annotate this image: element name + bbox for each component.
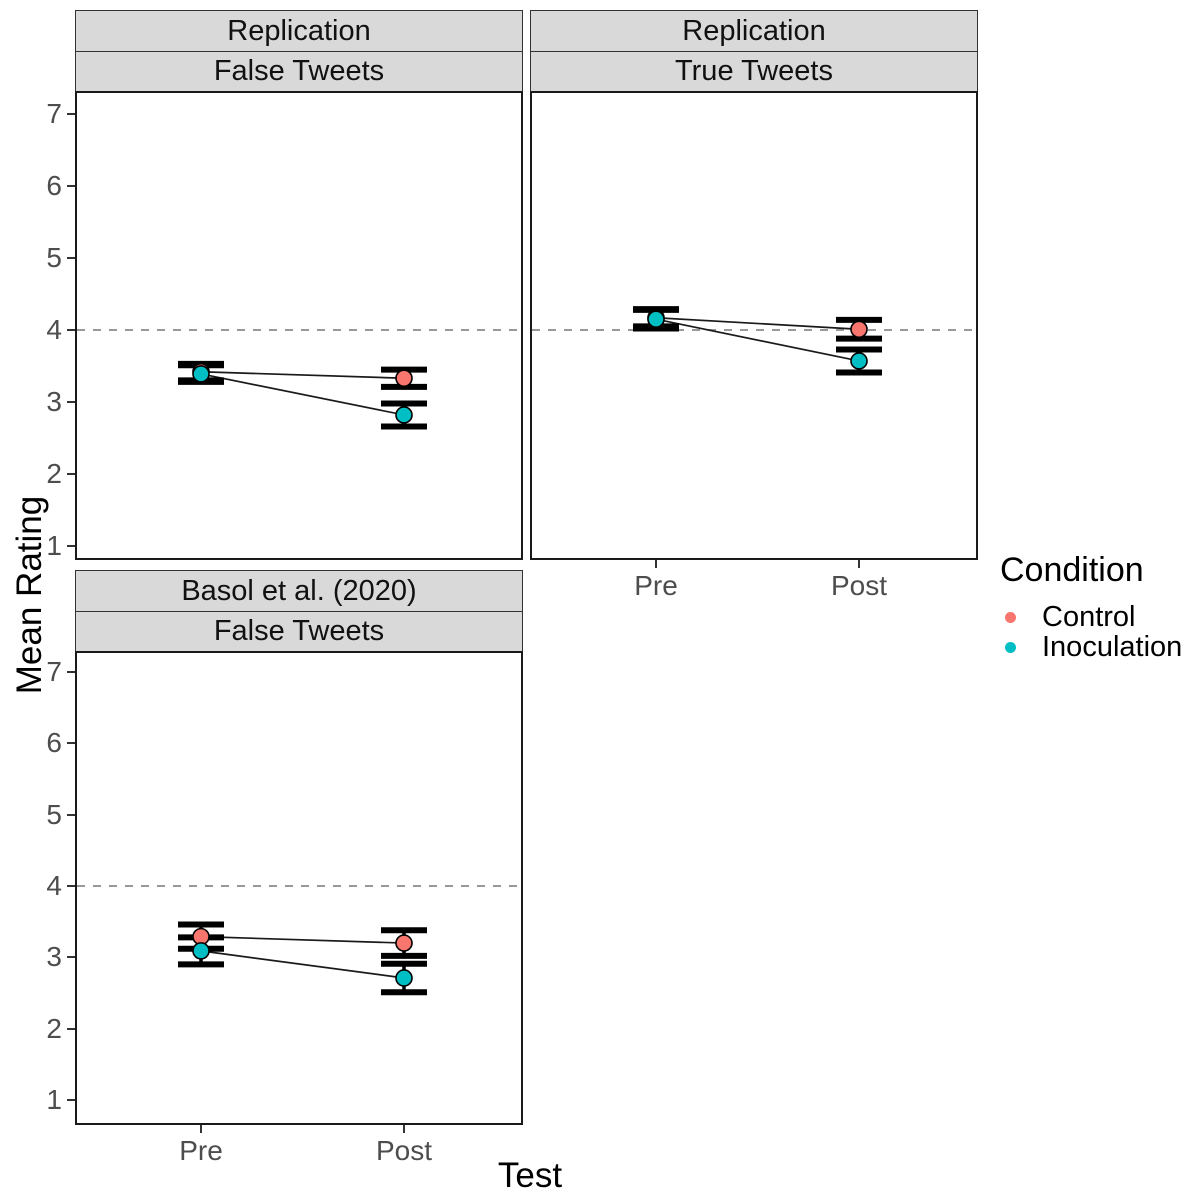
data-point-inoculation-post [395, 406, 413, 424]
y-axis-tick-label: 1 [46, 530, 62, 561]
facet-strip-col-bottom-left: False Tweets [75, 610, 523, 653]
legend: Control Inoculation [1000, 600, 1183, 663]
trend-line-inoculation [200, 373, 405, 416]
trend-line-control [655, 316, 860, 331]
legend-key-dot-icon [1005, 611, 1016, 623]
facet-strip-col-top-right: True Tweets [530, 50, 978, 93]
y-axis-tick [67, 257, 75, 259]
y-axis-tick-label: 5 [46, 798, 62, 830]
x-axis-tick [403, 1125, 405, 1133]
facet-strip-col-top-left: False Tweets [75, 50, 523, 93]
panel-canvas [77, 329, 521, 430]
legend-item-inoculation: Inoculation [1000, 630, 1183, 663]
x-axis-tick [655, 560, 657, 568]
plot-panel-replication-false-tweets [75, 91, 523, 560]
y-axis-tick-label: 1 [46, 1083, 62, 1115]
x-axis-tick-label: Post [830, 570, 888, 601]
y-axis-tick-label: 7 [46, 98, 62, 129]
legend-item-control: Control [1000, 600, 1182, 633]
y-axis-tick-label: 6 [46, 170, 62, 201]
plot-panel-replication-true-tweets [530, 91, 978, 560]
facet-strip-label: Replication [682, 14, 826, 47]
x-axis-tick-label: Pre [634, 570, 678, 601]
y-axis-title: Mean Rating [10, 495, 49, 695]
y-axis-tick-label: 7 [46, 656, 62, 688]
legend-item-label: Inoculation [1042, 630, 1183, 663]
y-axis-tick [67, 185, 75, 187]
trend-line-control [200, 370, 405, 380]
y-axis-tick [67, 545, 75, 547]
y-axis-tick [67, 885, 75, 887]
facet-strip-row-top-right: Replication [530, 10, 978, 52]
facet-strip-label: Replication [227, 14, 371, 47]
facet-strip-row-top-left: Replication [75, 10, 523, 52]
data-point-inoculation-post [395, 969, 413, 987]
data-point-inoculation-pre [192, 365, 210, 383]
trend-line-inoculation [655, 318, 860, 362]
y-axis-tick [67, 742, 75, 745]
y-axis-tick-label: 3 [46, 386, 62, 417]
y-axis-tick-label: 2 [46, 1012, 62, 1044]
trend-line-control [200, 935, 405, 944]
plot-panel-basol-false-tweets [75, 651, 523, 1125]
y-axis-tick [67, 671, 75, 674]
y-axis-tick-label: 5 [46, 242, 62, 273]
facet-strip-label: True Tweets [675, 55, 833, 87]
y-axis-tick [67, 956, 75, 959]
panel-canvas [532, 306, 976, 376]
y-axis-tick [67, 401, 75, 403]
y-axis-tick-label: 6 [46, 727, 62, 759]
facet-strip-row-bottom-left: Basol et al. (2020) [75, 570, 523, 612]
facet-strip-label: False Tweets [213, 55, 385, 87]
facet-strip-label: Basol et al. (2020) [181, 574, 417, 607]
x-axis-tick [858, 560, 860, 568]
data-point-inoculation-pre [192, 942, 210, 960]
x-axis-tick-label: Post [375, 1135, 433, 1166]
y-axis-tick [67, 1027, 75, 1030]
y-axis-tick-label: 3 [46, 941, 62, 973]
x-axis-tick [200, 1125, 202, 1133]
data-point-control-post [395, 369, 413, 388]
y-axis-tick [67, 813, 75, 816]
facet-strip-label: False Tweets [213, 615, 385, 647]
data-point-control-post [395, 934, 413, 952]
data-point-inoculation-post [850, 352, 868, 370]
y-axis-tick-label: 2 [46, 458, 62, 489]
y-axis-tick-label: 4 [46, 314, 62, 345]
y-axis-tick [67, 329, 75, 331]
legend-item-label: Control [1042, 600, 1136, 633]
data-point-inoculation-pre [647, 310, 665, 328]
x-axis-title: Test [497, 1156, 563, 1195]
y-axis-tick [67, 1098, 75, 1101]
x-axis-tick-label: Pre [179, 1135, 223, 1166]
trend-line-inoculation [200, 950, 405, 979]
panel-canvas [77, 885, 521, 996]
data-point-control-post [850, 320, 868, 339]
legend-title: Condition [1000, 551, 1144, 589]
y-axis-tick-label: 4 [46, 870, 62, 901]
legend-key-dot-icon [1005, 641, 1016, 653]
y-axis-tick [67, 473, 75, 475]
y-axis-tick [67, 113, 75, 115]
